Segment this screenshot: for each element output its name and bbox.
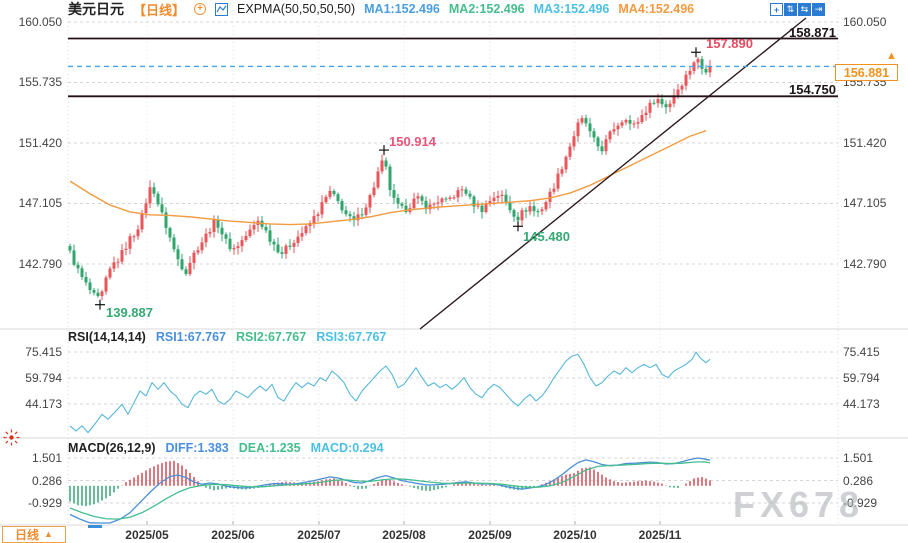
period-tag: 【日线】 — [133, 2, 186, 18]
rsi-pane-header: RSI(14,14,14) RSI1:67.767 RSI2:67.767 RS… — [68, 330, 386, 344]
tab-daily-label: 日线 — [15, 527, 40, 542]
add-indicator-icon[interactable]: + — [194, 3, 207, 15]
macd-value: MACD:0.294 — [310, 441, 384, 455]
price-axis-label-left: 160.050 — [18, 15, 62, 29]
current-price-badge: 156.881 — [835, 64, 898, 81]
macd-axis-label-left: 1.501 — [31, 450, 62, 465]
chart-header: 美元日元 【日线】 + EXPMA(50,50,50,50) MA1:152.4… — [68, 1, 695, 18]
scrollbar-thumb[interactable] — [88, 525, 102, 528]
rsi-axis-label-right: 44.173 — [843, 397, 880, 411]
rsi-axis-label-right: 75.415 — [843, 345, 880, 359]
rsi-axis-label-left: 59.794 — [25, 371, 62, 385]
price-axis-label-right: 151.420 — [843, 135, 887, 150]
pan-icon[interactable]: + — [770, 3, 783, 16]
rsi-axis-label-left: 75.415 — [25, 345, 62, 359]
y-scale-icon[interactable]: ⇅ — [784, 3, 797, 16]
x-axis-label: 2025/07 — [297, 528, 341, 542]
price-marker-label: 157.890 — [706, 36, 753, 51]
price-direction-arrow: ▲ — [886, 50, 897, 62]
tab-daily-arrow-icon: ▲ — [44, 529, 53, 539]
price-axis-label-right: 142.790 — [843, 256, 887, 271]
tab-daily[interactable]: 日线 ▲ — [2, 526, 66, 543]
macd-params: MACD(26,12,9) — [68, 441, 156, 455]
macd-pane-header: MACD(26,12,9) DIFF:1.383 DEA:1.235 MACD:… — [68, 441, 384, 455]
ma1-value: MA1:152.496 — [364, 2, 440, 16]
indicator-chart-icon[interactable] — [215, 2, 229, 16]
price-axis-label-left: 142.790 — [18, 256, 62, 271]
rsi3-value: RSI3:67.767 — [316, 330, 387, 344]
price-axis-label-left: 151.420 — [18, 135, 62, 150]
price-marker-label: 145.480 — [523, 229, 570, 244]
rsi-axis-label-right: 59.794 — [843, 371, 880, 385]
macd-axis-label-right: 1.501 — [843, 450, 874, 465]
price-marker-label: 139.887 — [106, 305, 153, 320]
symbol-name: 美元日元 — [68, 1, 124, 17]
hot-marker-icon[interactable] — [3, 429, 20, 451]
x-axis-label: 2025/05 — [125, 528, 169, 542]
watermark: FX678 — [733, 484, 865, 525]
price-axis-label-right: 147.105 — [843, 196, 887, 211]
x-axis-label: 2025/11 — [638, 528, 682, 542]
rsi2-value: RSI2:67.767 — [236, 330, 307, 344]
rsi-params: RSI(14,14,14) — [68, 330, 146, 344]
price-axis-label-right: 160.050 — [843, 15, 887, 29]
macd-axis-label-left: -0.929 — [27, 496, 62, 510]
price-axis-label-left: 155.735 — [18, 75, 62, 90]
level-label: 154.750 — [789, 82, 836, 98]
macd-axis-label-right: 0.286 — [843, 473, 874, 488]
macd-axis-label-left: 0.286 — [31, 473, 62, 488]
diff-value: DIFF:1.383 — [165, 441, 229, 455]
ma2-value: MA2:152.496 — [448, 2, 525, 16]
dea-value: DEA:1.235 — [238, 441, 301, 455]
ma3-value: MA3:152.496 — [533, 2, 610, 16]
x-axis-label: 2025/08 — [382, 528, 426, 542]
price-axis-label-left: 147.105 — [18, 196, 62, 211]
x-axis-label: 2025/10 — [553, 528, 597, 542]
rsi1-value: RSI1:67.767 — [155, 330, 227, 344]
rsi-axis-label-left: 44.173 — [25, 397, 62, 411]
macd-axis-label-right: -0.929 — [843, 496, 878, 510]
price-marker-label: 150.914 — [389, 134, 436, 149]
indicator-label: EXPMA(50,50,50,50) — [237, 2, 356, 16]
export-icon[interactable]: ⇥ — [812, 3, 825, 16]
ma4-value: MA4:152.496 — [618, 2, 695, 16]
x-scale-icon[interactable]: ⇆ — [798, 3, 811, 16]
x-axis-label: 2025/09 — [468, 528, 512, 542]
level-label: 158.871 — [789, 24, 836, 40]
x-axis-label: 2025/06 — [211, 528, 255, 542]
chart-toolbar: + ⇅ ⇆ ⇥ — [770, 3, 825, 16]
